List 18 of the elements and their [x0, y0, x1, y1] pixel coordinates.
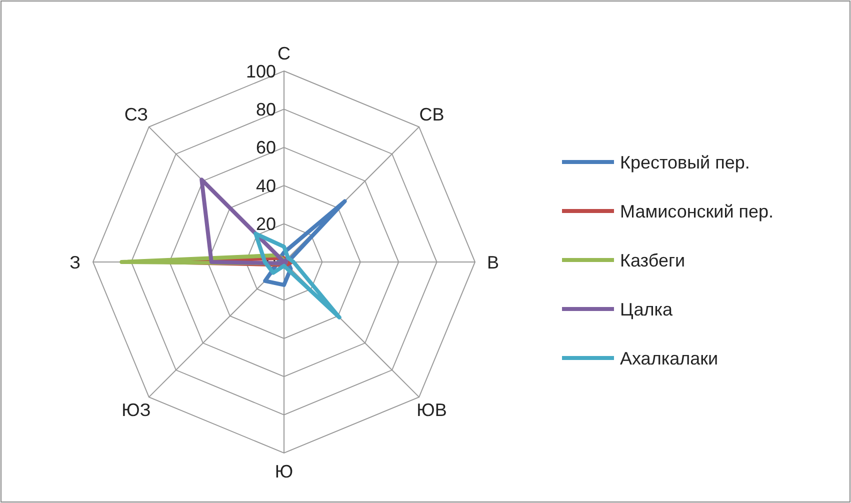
spoke-label: СВ	[419, 104, 444, 125]
spoke-label: СЗ	[124, 104, 148, 125]
spoke-label: Ю	[274, 461, 294, 482]
y-tick-label: 20	[256, 214, 276, 234]
spoke-label: ЮЗ	[122, 400, 151, 420]
y-tick-label: 100	[246, 61, 276, 82]
legend-label: Крестовый пер.	[620, 152, 750, 172]
spoke-label: ЮВ	[416, 400, 447, 420]
spoke-label: С	[278, 43, 290, 64]
spoke-label: З	[70, 252, 80, 272]
y-tick-label: 60	[256, 138, 276, 158]
legend-label: Казбеги	[620, 250, 686, 270]
legend-label: Мамисонский пер.	[620, 201, 774, 222]
y-tick-label: 80	[256, 100, 276, 120]
legend-label: Ахалкалаки	[620, 348, 718, 368]
legend-label: Цалка	[620, 299, 674, 320]
y-tick-label: 40	[256, 176, 276, 196]
spoke-label: В	[486, 252, 500, 272]
